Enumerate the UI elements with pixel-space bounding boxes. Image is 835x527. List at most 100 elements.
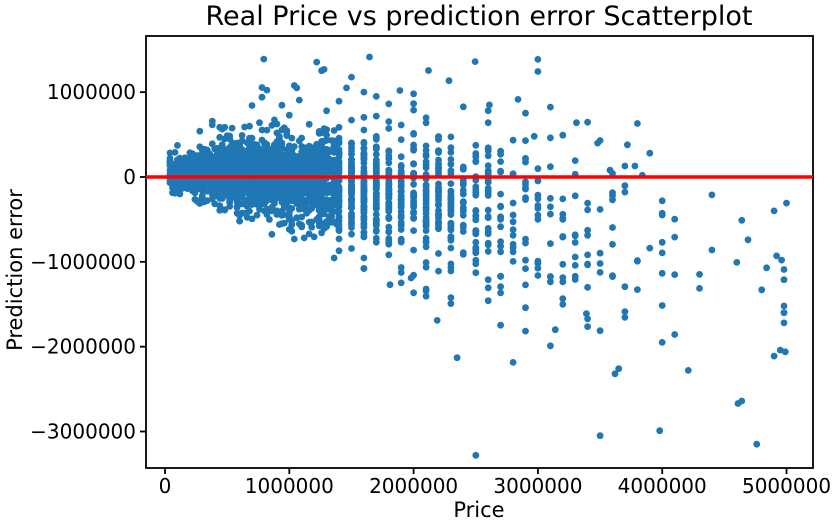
- scatter-point: [310, 178, 318, 186]
- scatter-point: [360, 209, 368, 217]
- scatter-point: [522, 239, 529, 247]
- scatter-point: [472, 208, 480, 215]
- scatter-point: [596, 260, 604, 267]
- scatter-point: [241, 183, 249, 190]
- scatter-point: [621, 182, 629, 190]
- scatter-point: [484, 162, 492, 170]
- scatter-point: [323, 168, 330, 176]
- scatter-point: [584, 199, 591, 207]
- scatter-point: [372, 133, 380, 140]
- scatter-point: [323, 184, 330, 192]
- scatter-point: [447, 193, 455, 201]
- scatter-point: [497, 190, 504, 198]
- scatter-point: [484, 230, 492, 238]
- scatter-point: [396, 87, 404, 94]
- scatter-point: [305, 120, 313, 128]
- scatter-point: [656, 427, 664, 435]
- scatter-point: [522, 265, 529, 272]
- scatter-point: [372, 151, 380, 158]
- scatter-point: [333, 145, 340, 152]
- scatter-point: [298, 213, 306, 221]
- scatter-point: [433, 317, 441, 324]
- scatter-point: [484, 213, 492, 220]
- scatter-point: [256, 119, 263, 127]
- scatter-point: [256, 187, 263, 195]
- scatter-point: [372, 112, 380, 120]
- scatter-point: [293, 84, 301, 92]
- scatter-point: [658, 269, 666, 277]
- scatter-point: [497, 248, 504, 256]
- scatter-point: [385, 118, 393, 125]
- scatter-point: [571, 272, 579, 280]
- scatter-point: [348, 245, 355, 252]
- scatter-point: [447, 294, 455, 301]
- scatter-point: [509, 136, 517, 144]
- scatter-point: [447, 199, 455, 207]
- scatter-point: [268, 230, 276, 238]
- scatter-point: [422, 238, 430, 246]
- scatter-point: [559, 210, 567, 218]
- scatter-point: [584, 260, 591, 268]
- scatter-point: [360, 265, 368, 272]
- scatter-point: [671, 331, 679, 338]
- scatter-point: [335, 151, 343, 158]
- scatter-point: [447, 226, 455, 234]
- scatter-point: [596, 206, 604, 213]
- scatter-point: [313, 216, 321, 223]
- scatter-point: [305, 230, 313, 238]
- scatter-point: [385, 147, 393, 155]
- scatter-point: [459, 179, 467, 187]
- scatter-point: [335, 187, 343, 194]
- scatter-point: [243, 213, 251, 221]
- scatter-point: [671, 271, 679, 278]
- scatter-point: [315, 144, 323, 152]
- scatter-point: [410, 130, 417, 137]
- scatter-point: [308, 223, 316, 231]
- scatter-point: [288, 134, 296, 142]
- scatter-point: [744, 236, 752, 244]
- scatter-point: [228, 157, 236, 164]
- scatter-point: [753, 440, 761, 448]
- scatter-point: [236, 217, 244, 225]
- y-tick-label: −2000000: [30, 335, 136, 359]
- scatter-point: [313, 161, 321, 169]
- scatter-point: [447, 180, 455, 188]
- scatter-point: [348, 139, 355, 147]
- scatter-point: [298, 197, 306, 205]
- scatter-point: [233, 182, 241, 190]
- scatter-point: [447, 149, 455, 156]
- scatter-point: [226, 197, 234, 205]
- scatter-point: [509, 211, 517, 219]
- scatter-point: [472, 238, 480, 246]
- scatter-point: [253, 141, 261, 149]
- scatter-point: [658, 249, 666, 257]
- scatter-point: [484, 107, 492, 115]
- scatter-point: [233, 198, 241, 206]
- scatter-point: [360, 88, 368, 96]
- scatter-point: [484, 144, 492, 152]
- scatter-point: [780, 276, 788, 284]
- scatter-point: [276, 168, 283, 176]
- scatter-point: [348, 224, 355, 231]
- scatter-point: [422, 142, 430, 150]
- scatter-point: [397, 153, 405, 161]
- scatter-point: [547, 103, 554, 111]
- scatter-point: [773, 252, 780, 260]
- scatter-point: [484, 284, 492, 292]
- scatter-point: [258, 177, 266, 185]
- scatter-point: [435, 147, 442, 155]
- scatter-point: [273, 207, 281, 215]
- y-tick-label: −1000000: [30, 250, 136, 274]
- scatter-point: [360, 196, 368, 204]
- scatter-point: [547, 134, 554, 142]
- scatter-point: [233, 168, 241, 176]
- scatter-point: [435, 250, 442, 257]
- scatter-point: [509, 248, 517, 256]
- scatter-point: [360, 126, 368, 134]
- scatter-points-group: [166, 53, 790, 459]
- scatter-point: [435, 193, 442, 201]
- scatter-point: [534, 264, 542, 272]
- scatter-point: [534, 68, 542, 75]
- scatter-point: [484, 185, 492, 193]
- scatter-point: [472, 246, 480, 254]
